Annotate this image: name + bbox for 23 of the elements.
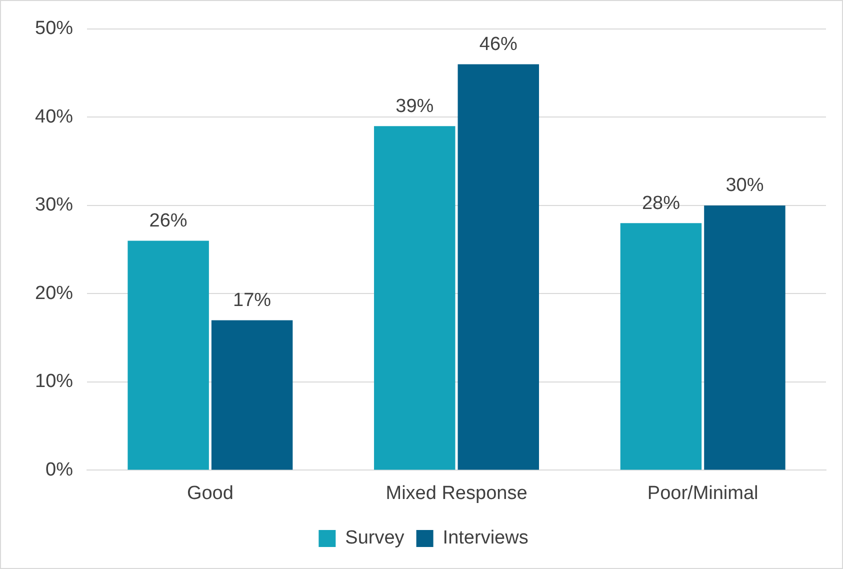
bar: [211, 320, 293, 470]
y-tick-label: 10%: [34, 371, 74, 392]
y-tick-label: 0%: [46, 459, 74, 480]
legend-label: Interviews: [442, 528, 528, 549]
data-label: 46%: [479, 34, 518, 56]
data-label: 30%: [726, 175, 764, 196]
bar: [374, 126, 456, 470]
y-tick-label: 30%: [34, 194, 74, 216]
bar: [128, 240, 209, 470]
x-tick-label: Good: [186, 482, 234, 504]
x-tick-label: Poor/Minimal: [647, 482, 758, 504]
x-tick-label: Mixed Response: [386, 482, 528, 504]
bar: [458, 64, 540, 470]
data-label: 17%: [233, 290, 272, 311]
legend-label: Survey: [345, 528, 405, 549]
bar: [620, 223, 702, 470]
data-label: 28%: [642, 192, 680, 214]
y-tick-label: 40%: [34, 106, 74, 128]
data-label: 26%: [149, 210, 188, 232]
y-tick-label: 20%: [34, 282, 74, 304]
bar: [704, 205, 786, 470]
data-label: 39%: [396, 96, 434, 117]
y-tick-label: 50%: [34, 18, 74, 40]
